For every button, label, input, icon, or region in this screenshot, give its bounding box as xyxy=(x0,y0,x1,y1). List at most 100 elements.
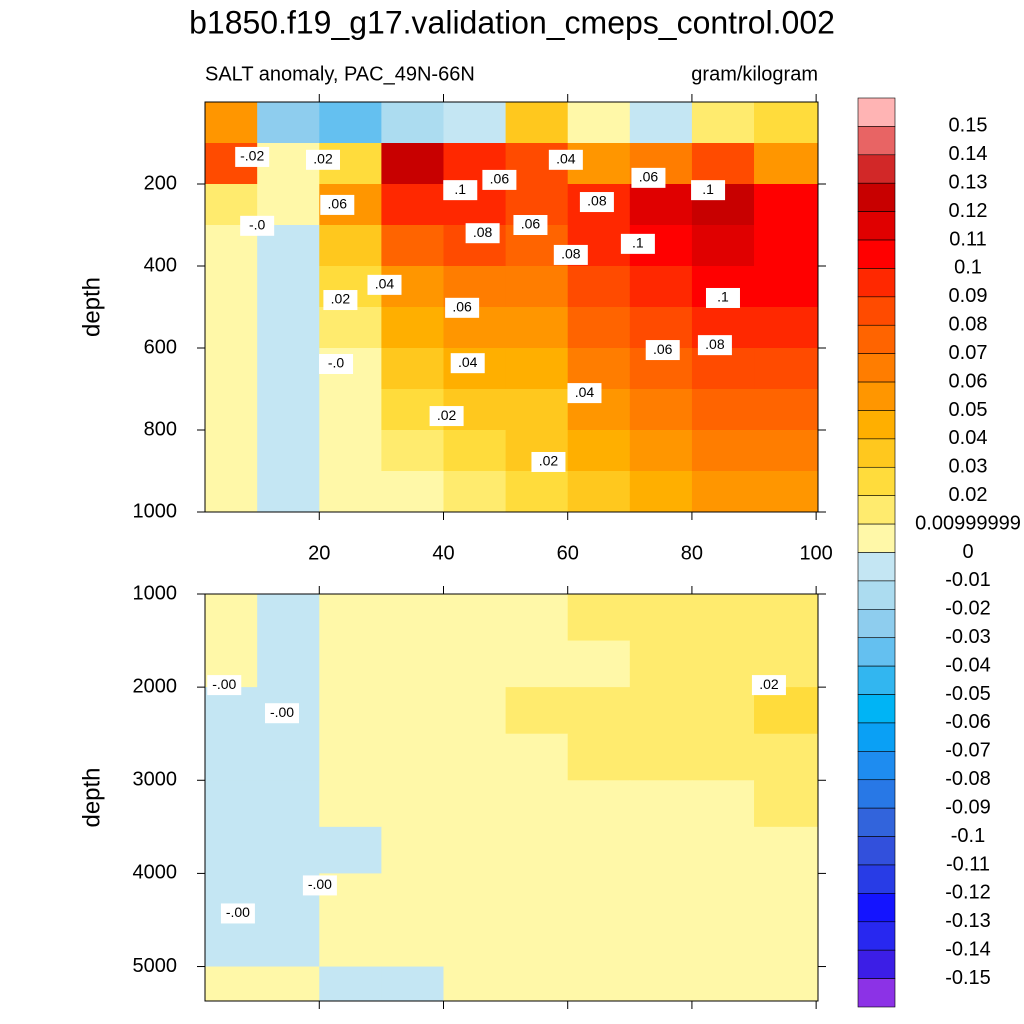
x-tick-label: 20 xyxy=(308,542,330,564)
contour-label-box xyxy=(306,149,341,170)
field-cell xyxy=(381,919,444,968)
field-cell xyxy=(443,102,507,144)
contour-label: -.0 xyxy=(328,355,345,371)
y-tick-label: 1000 xyxy=(133,582,178,604)
field-cell xyxy=(257,733,320,781)
contour-label-box xyxy=(697,335,732,356)
field-cell xyxy=(443,873,507,921)
contour-label: .02 xyxy=(437,407,457,423)
field-cell xyxy=(257,266,320,308)
field-cell xyxy=(754,184,818,226)
field-cell xyxy=(567,102,631,144)
colorbar-box xyxy=(857,665,896,695)
field-cell xyxy=(629,102,693,144)
field-cell xyxy=(567,348,631,390)
colorbar-box xyxy=(857,182,896,212)
contour-label: .02 xyxy=(539,453,559,469)
colorbar-box xyxy=(857,296,896,326)
field-cell xyxy=(205,919,258,968)
contour-label: .1 xyxy=(702,181,714,197)
plot-frame xyxy=(204,101,819,513)
colorbar-box xyxy=(857,438,896,468)
field-cell xyxy=(319,780,382,828)
y-axis-label: depth xyxy=(78,277,105,337)
colorbar-box xyxy=(857,751,896,781)
contour-label: .1 xyxy=(454,181,466,197)
contour-label-box xyxy=(751,675,786,696)
field-cell xyxy=(691,430,755,472)
field-cell xyxy=(257,640,320,688)
field-cell xyxy=(319,640,382,688)
field-cell xyxy=(629,733,693,781)
colorbar-label: -0.05 xyxy=(945,683,991,705)
field-cell xyxy=(257,389,320,431)
contour-label: .06 xyxy=(328,196,348,212)
field-cell xyxy=(381,780,444,828)
contour-label-box xyxy=(367,274,402,295)
colorbar-label: -0.13 xyxy=(945,910,991,932)
field-cell xyxy=(691,640,755,688)
field-cell xyxy=(257,348,320,390)
field-cell xyxy=(443,733,507,781)
colorbar-box xyxy=(857,381,896,411)
field-cell xyxy=(505,266,569,308)
colorbar-box xyxy=(857,353,896,383)
field-cell xyxy=(505,348,569,390)
colorbar-label: -0.02 xyxy=(945,598,991,620)
field-cell xyxy=(754,389,818,431)
contour-label-box xyxy=(553,244,588,265)
field-cell xyxy=(567,733,631,781)
field-cell xyxy=(381,471,444,512)
field-cell xyxy=(691,471,755,512)
field-cell xyxy=(381,873,444,921)
colorbar-label: 0.08 xyxy=(949,314,988,336)
contour-label: -.02 xyxy=(240,148,264,164)
y-axis-label: depth xyxy=(78,767,105,827)
field: -.02 .02 .06 -.0 .1 .06 .08 .06 .04 .08 .08 .06 .1 .1… xyxy=(205,102,818,512)
field-cell xyxy=(629,184,693,226)
colorbar-label: 0.15 xyxy=(949,115,988,137)
field-cell xyxy=(567,919,631,968)
field-cell xyxy=(567,594,631,642)
field-cell xyxy=(319,919,382,968)
contour-label: -.00 xyxy=(212,676,236,692)
contour-label-box xyxy=(235,146,270,167)
field-cell xyxy=(319,826,382,874)
field-cell xyxy=(505,389,569,431)
colorbar-box xyxy=(857,779,896,809)
field-cell xyxy=(754,430,818,472)
field-cell xyxy=(629,266,693,308)
contour-label: .04 xyxy=(458,354,478,370)
field-cell xyxy=(505,873,569,921)
colorbar-box xyxy=(857,864,896,894)
contour-label-box xyxy=(320,194,355,215)
colorbar-box xyxy=(857,495,896,525)
contour-label-box xyxy=(482,169,517,190)
field-cell xyxy=(567,826,631,874)
colorbar-box xyxy=(857,893,896,923)
field-cell xyxy=(691,143,755,185)
field-cell xyxy=(205,266,258,308)
contour-label-box xyxy=(450,353,485,374)
colorbar-box xyxy=(857,807,896,837)
field-cell xyxy=(319,687,382,735)
field-cell xyxy=(567,471,631,512)
field-cell xyxy=(567,780,631,828)
field-cell xyxy=(257,307,320,349)
plot-frame xyxy=(204,593,819,1002)
contour-label: .06 xyxy=(490,171,510,187)
contour-label: .02 xyxy=(313,151,333,167)
contour-label-box xyxy=(513,215,548,235)
colorbar-label: -0.08 xyxy=(945,768,991,790)
colorbar-box xyxy=(857,722,896,752)
contour-label: .02 xyxy=(759,676,779,692)
field-cell xyxy=(443,919,507,968)
contour-label: -.00 xyxy=(270,704,294,720)
contour-label-box xyxy=(645,340,680,361)
y-tick-label: 200 xyxy=(144,172,177,194)
field-cell xyxy=(754,919,818,968)
x-tick-label: 100 xyxy=(799,542,832,564)
field-cell xyxy=(754,348,818,390)
contour-label: -.0 xyxy=(249,217,266,233)
contour-label: .08 xyxy=(705,336,725,352)
